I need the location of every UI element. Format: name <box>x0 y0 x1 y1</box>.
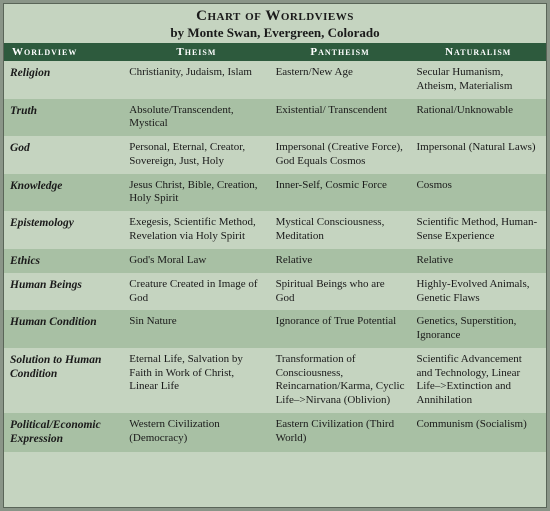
table-row: Knowledge Jesus Christ, Bible, Creation,… <box>4 174 546 212</box>
col-header-pantheism: Pantheism <box>270 43 411 61</box>
cell-pantheism: Eastern/New Age <box>270 61 411 99</box>
cell-theism: God's Moral Law <box>123 249 269 273</box>
table-row: God Personal, Eternal, Creator, Sovereig… <box>4 136 546 174</box>
header-row: Worldview Theism Pantheism Naturalism <box>4 43 546 61</box>
table-row: Political/Economic Expression Western Ci… <box>4 413 546 452</box>
row-label: Solution to Human Condition <box>4 348 123 413</box>
row-label: Epistemology <box>4 211 123 249</box>
cell-naturalism: Genetics, Superstition, Ignorance <box>410 310 546 348</box>
cell-pantheism: Mystical Consciousness, Meditation <box>270 211 411 249</box>
table-body: Religion Christianity, Judaism, Islam Ea… <box>4 61 546 452</box>
title-block: Chart of Worldviews by Monte Swan, Everg… <box>4 4 546 43</box>
row-label: Religion <box>4 61 123 99</box>
cell-theism: Exegesis, Scientific Method, Revelation … <box>123 211 269 249</box>
cell-theism: Christianity, Judaism, Islam <box>123 61 269 99</box>
table-row: Human Condition Sin Nature Ignorance of … <box>4 310 546 348</box>
cell-pantheism: Spiritual Beings who are God <box>270 273 411 311</box>
col-header-worldview: Worldview <box>4 43 123 61</box>
row-label: Political/Economic Expression <box>4 413 123 452</box>
cell-naturalism: Highly-Evolved Animals, Genetic Flaws <box>410 273 546 311</box>
cell-pantheism: Existential/ Transcendent <box>270 99 411 137</box>
row-label: Knowledge <box>4 174 123 212</box>
row-label: Ethics <box>4 249 123 273</box>
cell-pantheism: Relative <box>270 249 411 273</box>
cell-naturalism: Scientific Advancement and Technology, L… <box>410 348 546 413</box>
cell-naturalism: Rational/Unknowable <box>410 99 546 137</box>
chart-title: Chart of Worldviews <box>4 8 546 25</box>
cell-naturalism: Scientific Method, Human-Sense Experienc… <box>410 211 546 249</box>
table-row: Solution to Human Condition Eternal Life… <box>4 348 546 413</box>
row-label: Truth <box>4 99 123 137</box>
table-row: Religion Christianity, Judaism, Islam Ea… <box>4 61 546 99</box>
cell-theism: Creature Created in Image of God <box>123 273 269 311</box>
col-header-naturalism: Naturalism <box>410 43 546 61</box>
cell-pantheism: Ignorance of True Potential <box>270 310 411 348</box>
cell-theism: Western Civilization (Democracy) <box>123 413 269 452</box>
cell-naturalism: Impersonal (Natural Laws) <box>410 136 546 174</box>
row-label: Human Condition <box>4 310 123 348</box>
cell-naturalism: Relative <box>410 249 546 273</box>
cell-naturalism: Secular Humanism, Atheism, Materialism <box>410 61 546 99</box>
table-row: Human Beings Creature Created in Image o… <box>4 273 546 311</box>
cell-theism: Sin Nature <box>123 310 269 348</box>
col-header-theism: Theism <box>123 43 269 61</box>
cell-pantheism: Impersonal (Creative Force), God Equals … <box>270 136 411 174</box>
row-label: God <box>4 136 123 174</box>
cell-theism: Jesus Christ, Bible, Creation, Holy Spir… <box>123 174 269 212</box>
worldviews-table: Worldview Theism Pantheism Naturalism Re… <box>4 43 546 452</box>
cell-naturalism: Communism (Socialism) <box>410 413 546 452</box>
cell-pantheism: Transformation of Consciousness, Reincar… <box>270 348 411 413</box>
row-label: Human Beings <box>4 273 123 311</box>
cell-theism: Eternal Life, Salvation by Faith in Work… <box>123 348 269 413</box>
cell-pantheism: Eastern Civilization (Third World) <box>270 413 411 452</box>
cell-theism: Absolute/Transcendent, Mystical <box>123 99 269 137</box>
cell-theism: Personal, Eternal, Creator, Sovereign, J… <box>123 136 269 174</box>
table-row: Epistemology Exegesis, Scientific Method… <box>4 211 546 249</box>
table-row: Ethics God's Moral Law Relative Relative <box>4 249 546 273</box>
table-row: Truth Absolute/Transcendent, Mystical Ex… <box>4 99 546 137</box>
cell-pantheism: Inner-Self, Cosmic Force <box>270 174 411 212</box>
worldviews-chart: Chart of Worldviews by Monte Swan, Everg… <box>3 3 547 508</box>
chart-subtitle: by Monte Swan, Evergreen, Colorado <box>4 25 546 41</box>
cell-naturalism: Cosmos <box>410 174 546 212</box>
